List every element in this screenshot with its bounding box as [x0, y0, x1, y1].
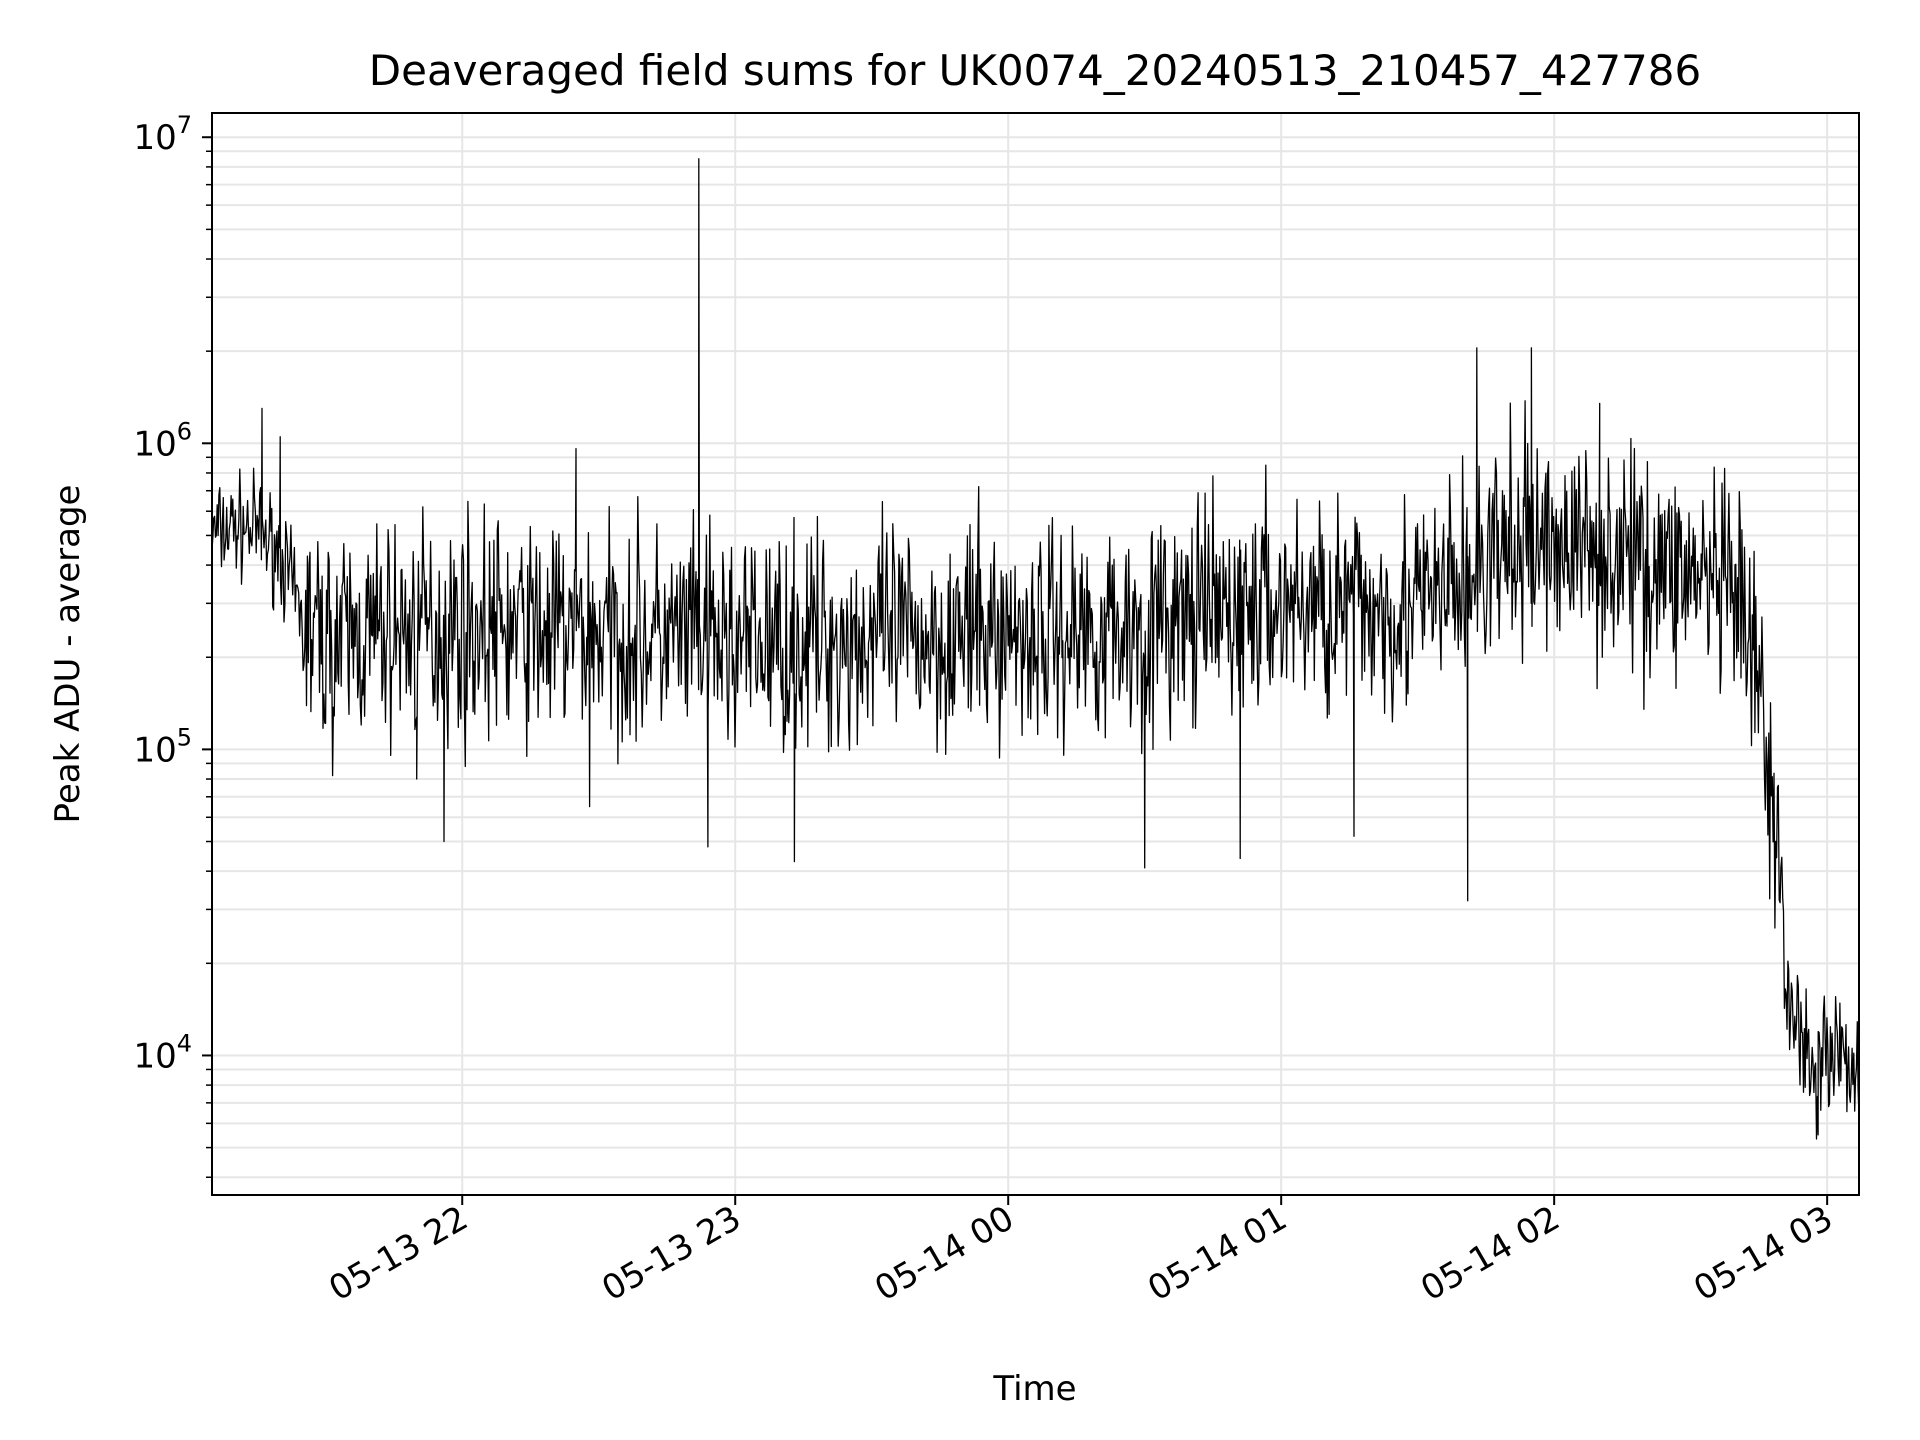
y-tick-label: 106 — [133, 417, 192, 464]
x-axis-label: Time — [992, 1369, 1076, 1409]
plot-area-frame — [211, 112, 1860, 1196]
series-line — [211, 158, 1860, 1151]
chart-title: Deaveraged field sums for UK0074_2024051… — [369, 46, 1701, 95]
y-tick-label: 107 — [133, 111, 192, 158]
y-tick-label-base: 10 — [133, 730, 176, 770]
y-tick-label: 104 — [133, 1029, 192, 1076]
y-tick-label-base: 10 — [133, 424, 176, 464]
y-tick-label-exponent: 4 — [177, 1029, 192, 1057]
series-layer — [211, 158, 1860, 1151]
y-tick-label-base: 10 — [133, 118, 176, 158]
y-tick-label-exponent: 6 — [177, 417, 192, 445]
y-tick-label-exponent: 7 — [177, 111, 192, 139]
y-tick-label: 105 — [133, 723, 192, 770]
y-tick-label-exponent: 5 — [177, 723, 192, 751]
y-tick-label-base: 10 — [133, 1036, 176, 1076]
y-axis-label: Peak ADU - average — [48, 485, 88, 824]
